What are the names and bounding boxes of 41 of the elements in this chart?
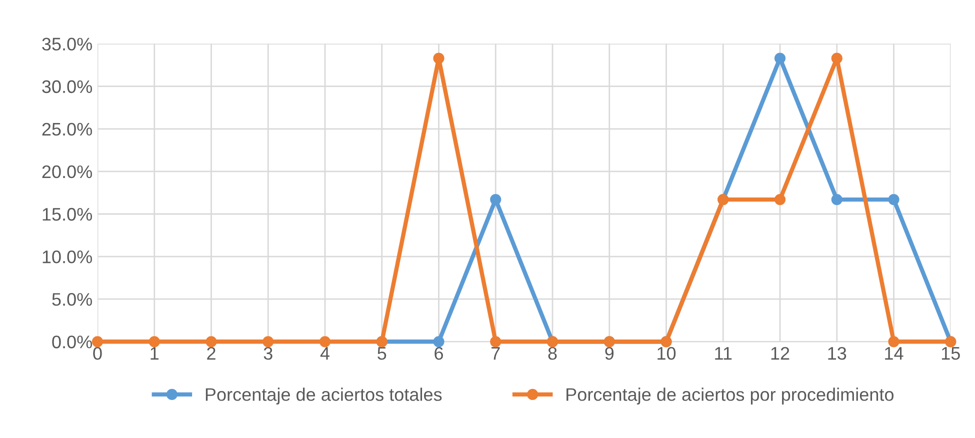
point [831, 194, 842, 206]
point [262, 336, 274, 348]
x-tick-label: 9 [605, 346, 614, 360]
x-tick-label: 2 [207, 346, 216, 360]
y-tick-label: 20.0% [42, 165, 92, 178]
y-tick-label: 5.0% [52, 293, 92, 306]
x-tick-label: 13 [828, 346, 846, 360]
y-tick-label: 15.0% [42, 208, 92, 221]
x-tick-label: 1 [150, 347, 159, 360]
legend-label: Porcentaje de aciertos por procedimiento [566, 388, 894, 405]
y-tick-label: 30.0% [42, 80, 92, 94]
point [490, 194, 502, 206]
x-tick-label: 0 [93, 346, 102, 360]
y-tick-label: 10.0% [42, 250, 92, 264]
point [319, 336, 331, 348]
x-tick-label: 14 [885, 347, 904, 360]
y-tick-label: 0.0% [52, 336, 92, 348]
point [774, 52, 786, 64]
legend-label: Porcentaje de aciertos totales [206, 388, 442, 405]
x-tick-label: 11 [715, 347, 732, 360]
x-tick-label: 5 [378, 347, 386, 360]
point [774, 194, 786, 206]
x-tick-label: 4 [320, 347, 330, 360]
point [490, 336, 502, 348]
point [92, 336, 104, 348]
y-tick-label: 25.0% [42, 122, 92, 136]
x-tick-label: 12 [771, 346, 790, 360]
x-tick-label: 7 [492, 347, 500, 360]
point [433, 52, 444, 64]
point [206, 336, 217, 348]
x-tick-label: 6 [434, 346, 443, 360]
point [433, 336, 444, 348]
x-tick-label: 3 [264, 346, 272, 360]
point [888, 194, 900, 206]
y-tick-label: 35.0% [42, 38, 92, 51]
x-tick-label: 8 [548, 346, 557, 360]
point [148, 336, 160, 348]
point [888, 336, 900, 348]
point [831, 52, 842, 64]
x-tick-label: 10 [658, 346, 676, 360]
x-tick-label: 15 [942, 347, 960, 360]
